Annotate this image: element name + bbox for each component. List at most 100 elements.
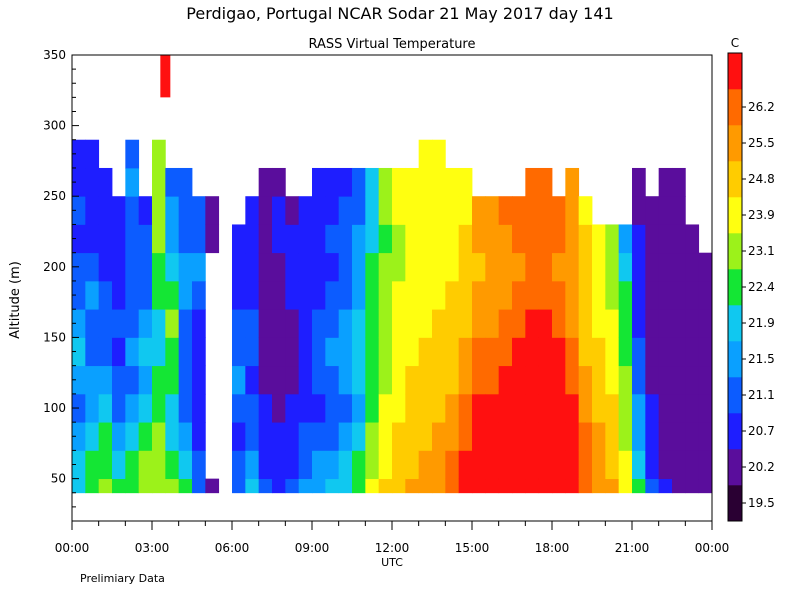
heatmap-cell <box>632 196 646 225</box>
heatmap-cell <box>685 309 700 338</box>
heatmap-cell <box>512 196 526 225</box>
heatmap-cell <box>258 252 273 282</box>
heatmap-cell <box>178 393 193 423</box>
heatmap-cell <box>618 450 633 480</box>
heatmap-cell <box>445 167 460 197</box>
heatmap-cell <box>605 478 620 494</box>
heatmap-cell <box>645 196 660 225</box>
heatmap-cell <box>552 422 566 451</box>
heatmap-cell <box>298 252 313 282</box>
heatmap-cell <box>245 393 260 423</box>
heatmap-cell <box>525 196 540 225</box>
heatmap-cell <box>138 337 153 367</box>
heatmap-cell <box>272 252 286 282</box>
heatmap-cell <box>272 196 286 225</box>
y-tick-label: 50 <box>51 472 66 486</box>
heatmap-cell <box>485 252 500 282</box>
heatmap-cell <box>338 196 353 225</box>
heatmap-cell <box>112 309 126 338</box>
heatmap-cell <box>138 224 153 254</box>
heatmap-cell <box>312 309 326 338</box>
heatmap-cell <box>472 224 486 254</box>
top-patch-cell <box>160 55 171 98</box>
heatmap-cell <box>178 450 193 480</box>
heatmap-cell <box>432 224 446 254</box>
heatmap-cell <box>112 478 126 494</box>
heatmap-cell <box>85 365 100 395</box>
heatmap-cell <box>605 450 620 480</box>
heatmap-cell <box>618 478 633 494</box>
heatmap-cell <box>525 422 540 451</box>
heatmap-cell <box>312 450 326 480</box>
heatmap-cell <box>392 337 406 367</box>
heatmap-cell <box>312 280 326 310</box>
heatmap-cell <box>632 365 646 395</box>
heatmap-cell <box>605 280 620 310</box>
colorbar-segment <box>728 377 742 414</box>
heatmap-cell <box>405 224 420 254</box>
heatmap-cell <box>458 393 473 423</box>
heatmap-cell <box>138 422 153 451</box>
heatmap-cell <box>312 224 326 254</box>
heatmap-cell <box>658 422 673 451</box>
heatmap-cell <box>165 309 180 338</box>
heatmap-cell <box>672 224 686 254</box>
heatmap-cell <box>192 365 206 395</box>
heatmap-cell <box>658 393 673 423</box>
heatmap-cell <box>565 280 580 310</box>
heatmap-cell <box>565 478 580 494</box>
heatmap-cell <box>565 337 580 367</box>
heatmap-cell <box>512 280 526 310</box>
heatmap-cell <box>125 167 140 197</box>
heatmap-cell <box>232 450 246 480</box>
heatmap-cell <box>258 337 273 367</box>
heatmap-cell <box>498 309 513 338</box>
heatmap-cell <box>578 393 593 423</box>
heatmap-cell <box>165 252 180 282</box>
heatmap-cell <box>485 337 500 367</box>
heatmap-cell <box>352 224 366 254</box>
heatmap-cell <box>298 224 313 254</box>
heatmap-cell <box>432 365 446 395</box>
heatmap-cell <box>152 393 166 423</box>
colorbar: 19.5 20.2 20.7 21.1 21.5 21.9 22.4 23.1 23.9 24.8… <box>727 52 775 522</box>
heatmap-cell <box>685 422 700 451</box>
heatmap-cell <box>472 252 486 282</box>
heatmap-cell <box>285 337 300 367</box>
heatmap-cell <box>112 450 126 480</box>
heatmap-cell <box>112 196 126 225</box>
heatmap-cell <box>432 252 446 282</box>
heatmap-cell <box>85 224 100 254</box>
heatmap-cell <box>538 337 553 367</box>
heatmap-cell <box>98 365 113 395</box>
heatmap-cell <box>165 450 180 480</box>
heatmap-cell <box>458 365 473 395</box>
heatmap-cell <box>192 280 206 310</box>
heatmap-cell <box>418 450 433 480</box>
heatmap-cell <box>85 450 100 480</box>
heatmap-cell <box>365 393 380 423</box>
heatmap-cell <box>405 167 420 197</box>
heatmap-cell <box>565 422 580 451</box>
heatmap-cell <box>98 280 113 310</box>
heatmap-cell <box>565 450 580 480</box>
heatmap-cell <box>98 309 113 338</box>
heatmap-cell <box>672 478 686 494</box>
heatmap-cell <box>338 337 353 367</box>
heatmap-cell <box>445 224 460 254</box>
heatmap-cell <box>245 422 260 451</box>
heatmap-cell <box>685 478 700 494</box>
colorbar-label: 21.1 <box>748 388 775 402</box>
heatmap-cell <box>298 393 313 423</box>
heatmap-cell <box>672 450 686 480</box>
heatmap-cell <box>645 393 660 423</box>
heatmap-cell <box>485 422 500 451</box>
heatmap-cell <box>258 450 273 480</box>
heatmap-cell <box>378 167 393 197</box>
heatmap-cell <box>272 478 286 494</box>
heatmap-cell <box>272 450 286 480</box>
heatmap-cell <box>405 252 420 282</box>
heatmap-cell <box>98 196 113 225</box>
heatmap-cell <box>632 337 646 367</box>
colorbar-label: 21.9 <box>748 316 775 330</box>
